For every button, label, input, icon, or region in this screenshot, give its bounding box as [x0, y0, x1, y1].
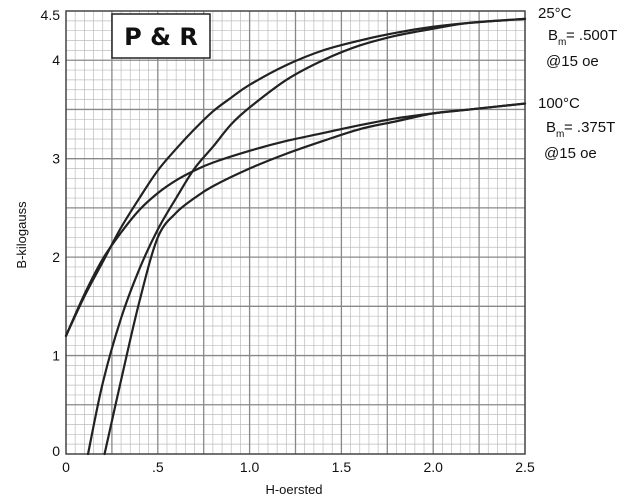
series-layer: [64, 17, 527, 456]
series-line-3: [64, 102, 527, 337]
y-tick-label: 0: [52, 443, 60, 459]
annotation-25c-bm-b: B: [548, 27, 558, 44]
plot-frame: [65, 10, 526, 455]
y-tick-label: 2: [52, 249, 60, 265]
annotation-100c-bm-value: = .375T: [564, 119, 615, 136]
x-axis-label: H-oersted: [265, 482, 322, 497]
annotation-25c-bm-sub: m: [558, 37, 566, 48]
y-tick-label: 4: [52, 52, 60, 68]
annotation-25c: 25°C B m = .500T @15 oe: [538, 5, 617, 70]
title-badge-box: [111, 13, 211, 59]
chart-title: P & R: [124, 23, 198, 51]
y-tick-labels: 0 1 2 3 4 4.5: [41, 7, 61, 459]
title-badge: P & R: [111, 13, 211, 59]
series-line-4: [103, 102, 527, 456]
annotation-100c-bm-b: B: [546, 119, 556, 136]
x-tick-labels: 0 .5 1.0 1.5 2.0 2.5: [62, 459, 535, 475]
x-tick-label: 1.0: [240, 459, 260, 475]
annotation-25c-bm-value: = .500T: [566, 27, 617, 44]
y-axis-label: B-kilogauss: [14, 201, 29, 269]
annotation-100c-at: @15 oe: [544, 145, 597, 162]
annotation-100c-temp: 100°C: [538, 95, 580, 112]
annotation-25c-at: @15 oe: [546, 53, 599, 70]
x-tick-label: 1.5: [332, 459, 352, 475]
series-line-2: [86, 17, 527, 456]
annotation-25c-temp: 25°C: [538, 5, 572, 22]
x-tick-label: 2.5: [515, 459, 535, 475]
x-tick-label: 2.0: [423, 459, 443, 475]
x-tick-label: .5: [152, 459, 164, 475]
series-line-1: [64, 17, 527, 337]
annotation-100c-bm-sub: m: [556, 129, 564, 140]
x-tick-label: 0: [62, 459, 70, 475]
y-tick-label: 4.5: [41, 7, 61, 23]
y-tick-label: 1: [52, 348, 60, 364]
major-grid: [66, 11, 525, 454]
y-tick-label: 3: [52, 151, 60, 167]
annotation-100c: 100°C B m = .375T @15 oe: [538, 95, 615, 162]
